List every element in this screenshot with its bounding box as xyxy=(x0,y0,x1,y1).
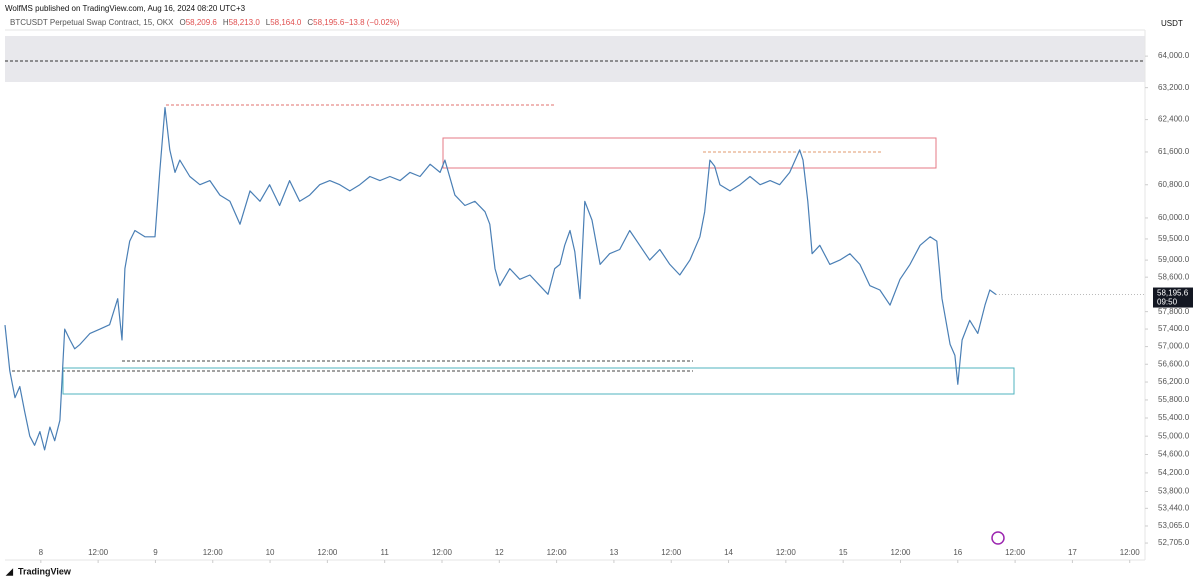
last-price-tag xyxy=(1153,287,1193,308)
x-tick-label: 12 xyxy=(495,548,504,557)
demand-zone xyxy=(62,367,1015,395)
x-tick-label: 12:00 xyxy=(88,548,109,557)
x-tick-label: 12:00 xyxy=(1120,548,1141,557)
supply-zone xyxy=(442,137,937,169)
y-tick-label: 52,705.0 xyxy=(1158,538,1190,547)
y-tick-label: 56,200.0 xyxy=(1158,377,1190,386)
x-tick-label: 12:00 xyxy=(317,548,338,557)
price-line xyxy=(4,107,997,451)
x-tick-label: 12:00 xyxy=(776,548,797,557)
symbol-part: 58,164.0 xyxy=(270,18,302,27)
x-tick-label: 12:00 xyxy=(1005,548,1026,557)
y-tick-label: 57,000.0 xyxy=(1158,342,1190,351)
publisher: WolfMS published on TradingView.com, Aug… xyxy=(5,4,246,13)
y-tick-label: 55,000.0 xyxy=(1158,431,1190,440)
symbol-part: H xyxy=(223,18,229,27)
y-tick-label: 59,000.0 xyxy=(1158,255,1190,264)
x-tick-label: 11 xyxy=(381,548,390,557)
x-tick-label: 12:00 xyxy=(547,548,568,557)
y-tick-label: 62,400.0 xyxy=(1158,115,1190,124)
y-tick-label: 54,200.0 xyxy=(1158,468,1190,477)
symbol-part: L xyxy=(266,18,271,27)
x-tick-label: 13 xyxy=(609,548,618,557)
symbol-part: C xyxy=(307,18,313,27)
x-tick-label: 9 xyxy=(153,548,158,557)
currency: USDT xyxy=(1161,19,1183,28)
y-tick-label: 55,800.0 xyxy=(1158,395,1190,404)
event-icon[interactable] xyxy=(991,531,1005,545)
y-tick-label: 63,200.0 xyxy=(1158,83,1190,92)
y-tick-label: 61,600.0 xyxy=(1158,147,1190,156)
x-tick-label: 12:00 xyxy=(432,548,453,557)
countdown: 09:50 xyxy=(1157,298,1178,307)
zone xyxy=(5,36,1145,82)
y-tick-label: 60,800.0 xyxy=(1158,180,1190,189)
symbol-part: 58,195.6 xyxy=(313,18,345,27)
x-tick-label: 14 xyxy=(724,548,733,557)
y-tick-label: 53,800.0 xyxy=(1158,487,1190,496)
x-tick-label: 8 xyxy=(39,548,44,557)
last-price-label: 58,195.6 xyxy=(1157,289,1189,298)
symbol-part: O xyxy=(179,18,185,27)
symbol-part: BTCUSDT Perpetual Swap Contract, 15, OKX xyxy=(10,18,174,27)
symbol-part: −13.8 (−0.02%) xyxy=(344,18,399,27)
y-tick-label: 64,000.0 xyxy=(1158,51,1190,60)
symbol-part: 58,209.6 xyxy=(186,18,218,27)
y-tick-label: 58,600.0 xyxy=(1158,272,1190,281)
y-tick-label: 57,400.0 xyxy=(1158,324,1190,333)
y-tick-label: 57,800.0 xyxy=(1158,307,1190,316)
x-tick-label: 17 xyxy=(1068,548,1077,557)
y-tick-label: 60,000.0 xyxy=(1158,213,1190,222)
y-tick-label: 54,600.0 xyxy=(1158,450,1190,459)
x-tick-label: 10 xyxy=(266,548,275,557)
x-tick-label: 16 xyxy=(953,548,962,557)
symbol-part: 58,213.0 xyxy=(229,18,261,27)
y-tick-label: 53,440.0 xyxy=(1158,503,1190,512)
x-tick-label: 12:00 xyxy=(203,548,224,557)
x-tick-label: 15 xyxy=(839,548,848,557)
footer-logo: ◢ xyxy=(5,566,14,576)
y-tick-label: 53,065.0 xyxy=(1158,521,1190,530)
x-tick-label: 12:00 xyxy=(890,548,911,557)
y-tick-label: 56,600.0 xyxy=(1158,359,1190,368)
footer-brand: TradingView xyxy=(18,566,72,576)
symbol-line: BTCUSDT Perpetual Swap Contract, 15, OKX… xyxy=(10,18,400,27)
y-tick-label: 59,500.0 xyxy=(1158,234,1190,243)
x-tick-label: 12:00 xyxy=(661,548,682,557)
y-tick-label: 55,400.0 xyxy=(1158,413,1190,422)
